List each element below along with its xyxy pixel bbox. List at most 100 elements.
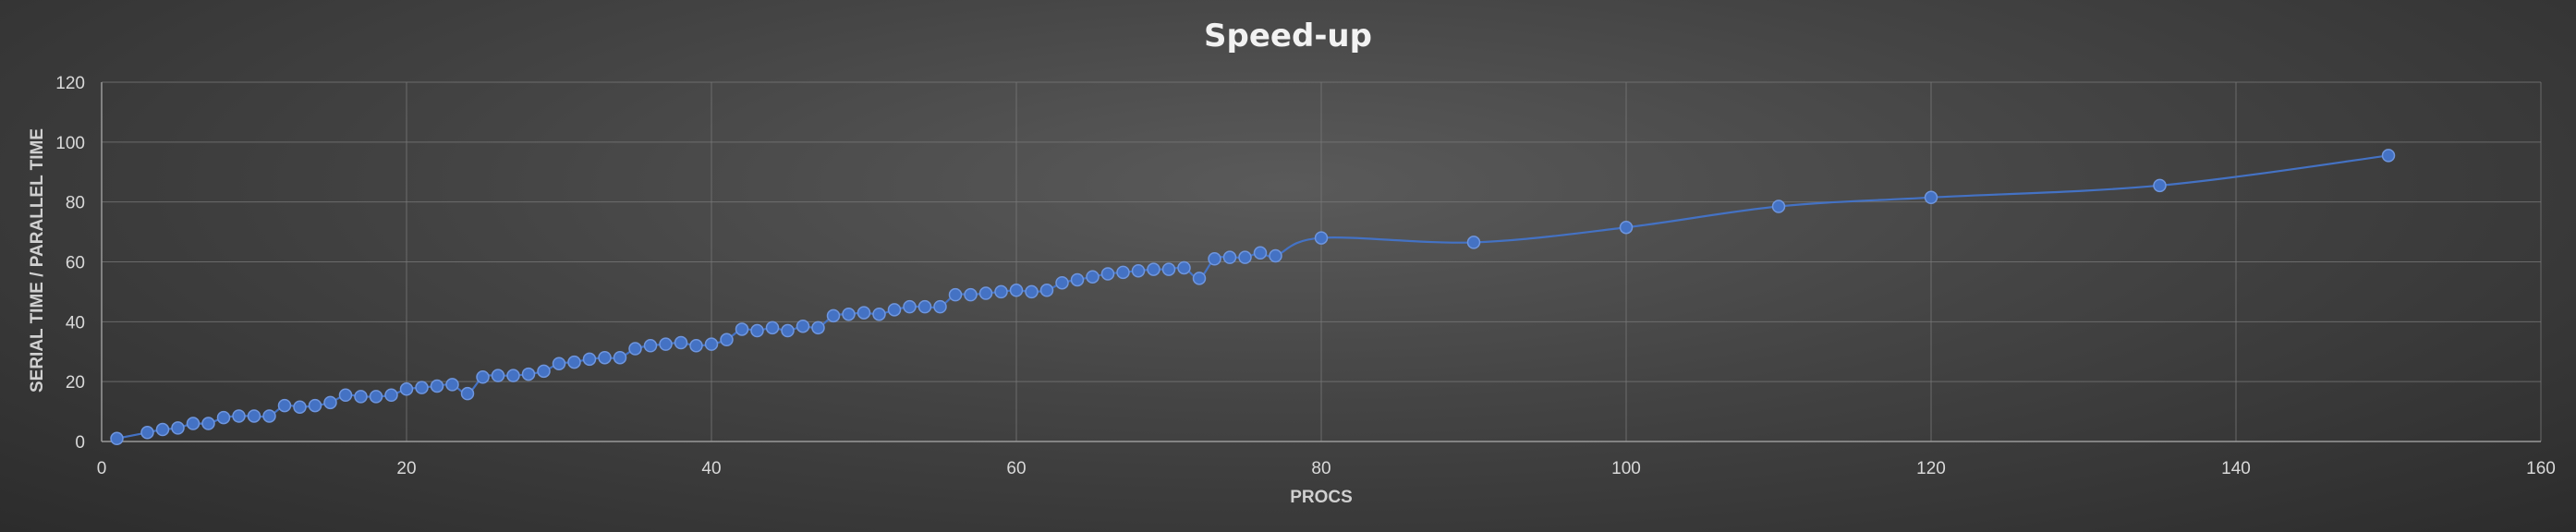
- data-point: [887, 303, 902, 317]
- data-point: [826, 308, 841, 323]
- y-axis-label: SERIAL TIME / PARALLEL TIME: [28, 128, 47, 393]
- data-point: [338, 388, 353, 403]
- data-point: [171, 421, 185, 435]
- data-point: [384, 388, 398, 403]
- y-tick-label: 100: [55, 134, 85, 153]
- data-point: [1070, 272, 1085, 287]
- data-point: [445, 378, 459, 392]
- data-point: [1192, 272, 1207, 285]
- data-point: [399, 382, 414, 396]
- data-point: [1100, 267, 1115, 281]
- data-point: [857, 306, 871, 320]
- data-point: [994, 284, 1008, 299]
- data-point: [689, 339, 703, 353]
- data-point: [308, 398, 322, 413]
- data-point: [552, 357, 566, 370]
- data-point: [720, 332, 734, 347]
- data-point: [674, 335, 688, 350]
- data-point: [1039, 284, 1054, 297]
- x-tick-label: 120: [1916, 459, 1946, 478]
- data-point: [978, 286, 993, 300]
- x-tick-label: 40: [701, 459, 721, 478]
- data-point: [1055, 275, 1069, 290]
- data-point: [491, 369, 505, 382]
- data-point: [933, 299, 947, 314]
- x-tick-label: 100: [1611, 459, 1641, 478]
- data-point: [811, 320, 825, 335]
- y-tick-label: 80: [66, 194, 85, 213]
- data-point: [1466, 236, 1481, 249]
- data-point: [460, 386, 475, 401]
- data-point: [659, 337, 673, 351]
- x-tick-label: 0: [97, 459, 107, 478]
- data-point: [796, 319, 810, 333]
- x-tick-label: 140: [2221, 459, 2251, 478]
- data-point: [1269, 248, 1282, 263]
- data-point: [781, 323, 795, 338]
- y-tick-label: 20: [66, 373, 85, 393]
- data-point: [1208, 252, 1221, 266]
- data-point: [323, 395, 337, 410]
- data-point: [1771, 200, 1786, 213]
- y-tick-label: 120: [55, 74, 85, 93]
- data-point: [2153, 178, 2167, 193]
- data-point: [186, 417, 200, 430]
- data-point: [216, 410, 231, 425]
- x-tick-label: 80: [1311, 459, 1331, 478]
- data-point: [277, 398, 292, 413]
- data-point: [628, 342, 642, 356]
- y-tick-label: 60: [66, 254, 85, 273]
- data-point: [354, 390, 368, 404]
- data-point: [1924, 190, 1938, 205]
- data-point: [1025, 284, 1039, 299]
- data-point: [1177, 260, 1191, 275]
- y-tick-label: 40: [66, 313, 85, 332]
- data-point: [567, 355, 581, 369]
- tick-labels: 0 20 40 60 80 100 120 0 20 40 60 80 100 120 140 160: [55, 74, 2556, 478]
- x-axis-label: PROCS: [1290, 488, 1353, 507]
- data-points: [110, 149, 2396, 446]
- data-point: [155, 422, 170, 437]
- data-point: [110, 431, 124, 446]
- data-point: [1131, 263, 1146, 278]
- data-point: [1238, 250, 1252, 264]
- data-point: [232, 409, 246, 423]
- chart-title: Speed-up: [1204, 18, 1372, 54]
- data-point: [643, 339, 658, 353]
- data-point: [613, 350, 627, 365]
- axes: [101, 82, 2541, 442]
- data-point: [872, 307, 886, 321]
- data-point: [506, 369, 520, 382]
- data-point: [765, 320, 780, 335]
- data-point: [1086, 270, 1100, 284]
- data-point: [704, 337, 719, 351]
- data-point: [1314, 231, 1329, 245]
- data-point: [964, 287, 978, 302]
- data-point: [293, 400, 307, 414]
- data-point: [1009, 284, 1024, 297]
- data-point: [598, 350, 612, 365]
- data-point: [2381, 149, 2396, 163]
- data-point: [537, 364, 551, 379]
- data-point: [415, 381, 429, 394]
- x-tick-label: 20: [396, 459, 416, 478]
- x-tick-label: 60: [1006, 459, 1026, 478]
- data-point: [247, 409, 261, 423]
- data-point: [1161, 262, 1176, 276]
- data-point: [201, 417, 215, 430]
- data-point: [521, 367, 536, 381]
- data-point: [842, 307, 856, 321]
- data-point: [430, 379, 444, 393]
- data-point: [140, 426, 154, 440]
- x-tick-label: 160: [2526, 459, 2556, 478]
- data-point: [903, 299, 917, 314]
- data-point: [369, 390, 383, 404]
- data-point: [1116, 265, 1130, 280]
- data-point: [476, 370, 490, 384]
- data-point: [582, 352, 597, 367]
- data-point: [1619, 220, 1634, 235]
- data-point: [917, 299, 932, 314]
- data-point: [735, 322, 749, 336]
- data-point: [1222, 250, 1237, 264]
